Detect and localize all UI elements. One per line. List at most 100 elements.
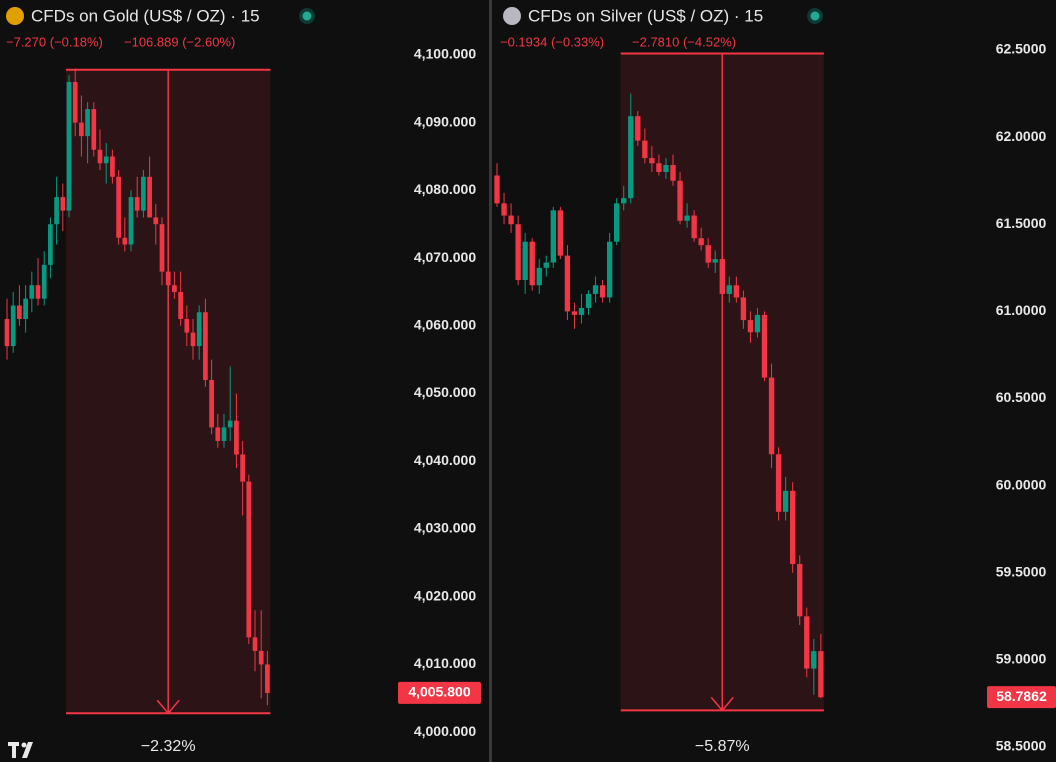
candle-body — [66, 81, 72, 211]
candle-body — [209, 379, 214, 428]
candle-body — [818, 651, 824, 698]
candle-body — [23, 298, 28, 320]
y-tick-label: 4,040.000 — [414, 452, 476, 468]
y-tick-label: 4,070.000 — [414, 249, 476, 265]
symbol-icon — [6, 7, 24, 25]
candle-body — [698, 238, 704, 246]
candle-body — [571, 311, 578, 315]
candle-body — [543, 262, 549, 268]
candle-body — [782, 490, 789, 512]
last-price-label: 4,005.800 — [408, 684, 470, 700]
y-tick-label: 4,090.000 — [414, 113, 476, 129]
candle-body — [97, 149, 103, 164]
chart-title: CFDs on Gold (US$ / OZ) · 15 — [31, 6, 260, 25]
y-tick-label: 62.0000 — [996, 128, 1047, 144]
candle-body — [153, 217, 159, 225]
candle-body — [768, 377, 775, 455]
y-tick-label: 58.5000 — [996, 738, 1047, 754]
candle-body — [811, 651, 817, 669]
candle-body — [60, 197, 66, 211]
change-label: −106.889 (−2.60%) — [124, 34, 235, 49]
y-tick-label: 4,030.000 — [414, 520, 476, 536]
candle-body — [17, 305, 22, 320]
candle-body — [522, 241, 528, 281]
candle-body — [141, 176, 146, 211]
pane-divider — [489, 0, 492, 762]
candle-body — [564, 255, 571, 312]
candle-body — [184, 319, 190, 333]
candle-body — [761, 314, 768, 378]
candle-body — [642, 140, 648, 159]
candle-body — [85, 109, 90, 137]
candle-body — [747, 320, 754, 333]
candle-body — [72, 81, 78, 123]
candle-body — [221, 427, 227, 441]
candle-body — [557, 210, 564, 256]
candle-body — [501, 203, 507, 216]
y-tick-label: 4,080.000 — [414, 181, 476, 197]
candle-body — [726, 285, 732, 294]
y-tick-label: 62.5000 — [996, 41, 1047, 57]
candle-body — [79, 122, 84, 137]
candle-body — [246, 481, 252, 638]
y-tick-label: 4,020.000 — [414, 587, 476, 603]
candle-body — [258, 650, 264, 665]
candle-body — [649, 158, 655, 164]
candle-body — [196, 312, 202, 347]
y-tick-label: 61.5000 — [996, 215, 1047, 231]
candle-body — [684, 215, 690, 221]
candle-body — [719, 259, 725, 294]
candle-body — [29, 285, 35, 299]
measure-arrowhead — [156, 699, 180, 715]
candle-body — [10, 305, 16, 347]
candle-body — [494, 175, 500, 204]
candle-body — [48, 224, 53, 265]
status-dot — [810, 11, 820, 21]
y-tick-label: 4,000.000 — [414, 723, 476, 739]
candle-body — [508, 215, 514, 225]
candle-body — [178, 291, 183, 320]
candle-body — [578, 307, 585, 315]
candle-body — [128, 197, 134, 245]
candle-body — [621, 198, 627, 204]
candle-body — [599, 285, 606, 298]
change-label: −2.7810 (−4.52%) — [632, 34, 736, 49]
candle-body — [203, 312, 208, 380]
candle-body — [663, 165, 669, 172]
candle-body — [529, 241, 535, 286]
candle-body — [103, 156, 109, 164]
tradingview-logo — [8, 742, 33, 758]
status-dot — [302, 11, 312, 21]
y-tick-label: 4,060.000 — [414, 317, 476, 333]
candle-body — [252, 637, 258, 651]
candle-body — [804, 616, 810, 669]
candle-body — [41, 264, 47, 299]
candle-body — [614, 203, 620, 242]
candle-body — [116, 176, 121, 238]
candle-body — [691, 215, 697, 239]
candle-body — [606, 241, 613, 298]
candle-body — [35, 285, 41, 299]
candle-body — [656, 163, 662, 172]
candle-body — [240, 454, 245, 482]
candle-body — [670, 165, 676, 181]
y-tick-label: 59.5000 — [996, 563, 1047, 579]
candle-body — [215, 427, 221, 441]
y-tick-label: 59.0000 — [996, 651, 1047, 667]
candle-body — [705, 245, 711, 263]
y-tick-label: 4,010.000 — [414, 655, 476, 671]
candle-body — [4, 319, 10, 347]
last-price-label: 58.7862 — [996, 688, 1047, 704]
measure-arrowhead — [710, 696, 734, 712]
candle-body — [110, 156, 115, 177]
last-price-box — [987, 686, 1056, 709]
candle-body — [91, 109, 97, 150]
y-tick-label: 61.0000 — [996, 302, 1047, 318]
change-label: −0.1934 (−0.33%) — [500, 34, 604, 49]
y-tick-label: 60.5000 — [996, 389, 1047, 405]
candle-body — [227, 420, 233, 428]
symbol-icon — [503, 7, 521, 25]
